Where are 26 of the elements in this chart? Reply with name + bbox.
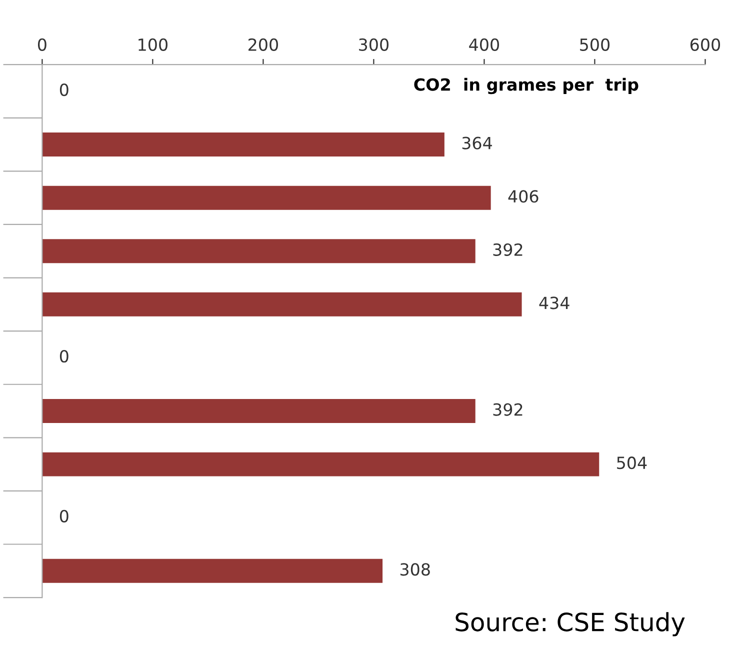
bar xyxy=(42,558,383,583)
bar xyxy=(42,399,476,424)
bar xyxy=(42,186,491,210)
x-tick-label: 500 xyxy=(580,38,610,51)
x-tick-label: 0 xyxy=(38,38,46,51)
x-tick-label: 100 xyxy=(138,38,168,51)
x-tick-label: 200 xyxy=(248,38,278,51)
data-label: 392 xyxy=(493,403,522,416)
x-tick-label: 300 xyxy=(359,38,388,51)
data-label: 0 xyxy=(60,83,68,96)
bar xyxy=(42,132,444,157)
data-label: 0 xyxy=(60,510,68,522)
text: CO2 in grames per trip xyxy=(414,78,638,94)
source-note: Source: CSE Study xyxy=(456,612,685,636)
data-label: 364 xyxy=(462,136,492,150)
bar xyxy=(42,292,522,316)
data-label: 504 xyxy=(617,456,647,470)
data-label: 406 xyxy=(508,190,538,203)
x-tick-label: 600 xyxy=(690,38,720,51)
data-label: 392 xyxy=(493,243,522,256)
data-label: 0 xyxy=(60,350,68,363)
x-tick-label: 400 xyxy=(469,38,500,51)
data-label: 434 xyxy=(539,296,570,310)
data-label: 308 xyxy=(400,563,430,576)
bar xyxy=(42,452,600,476)
bar xyxy=(42,239,476,264)
